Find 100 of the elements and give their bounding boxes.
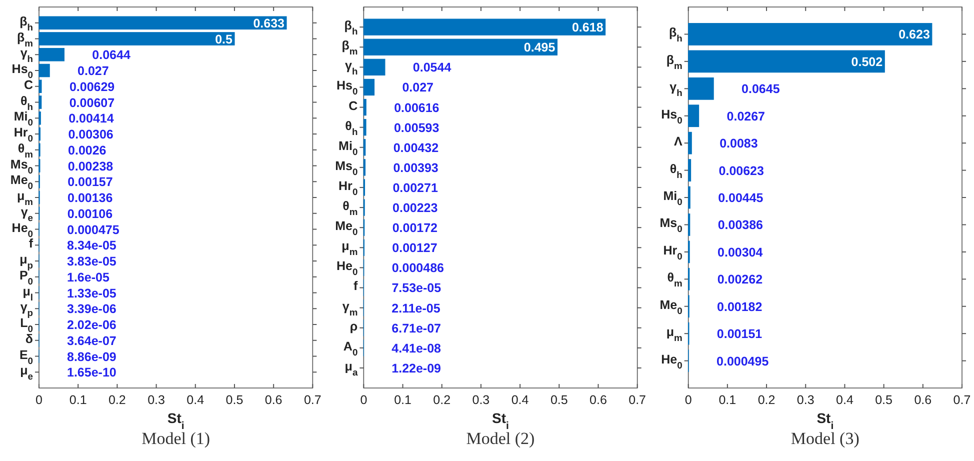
x-tick-label: 0.4 bbox=[836, 393, 854, 407]
data-label: 0.00616 bbox=[394, 100, 440, 115]
y-tick-label: μ$_{a}$ bbox=[344, 359, 358, 378]
data-label: 0.618 bbox=[572, 20, 604, 35]
y-tick-label: Mi$_{0}$ bbox=[663, 189, 682, 207]
bar bbox=[688, 50, 885, 73]
x-tick-label: 0.3 bbox=[472, 393, 490, 407]
x-tick-label: 0.4 bbox=[511, 393, 529, 407]
y-tick-label: μ$_{l}$ bbox=[22, 284, 33, 302]
data-label: 0.00607 bbox=[69, 96, 115, 110]
data-label: 0.00629 bbox=[69, 80, 115, 94]
x-tick-label: 0.6 bbox=[914, 393, 932, 407]
x-tick-label: 0.2 bbox=[108, 393, 126, 407]
data-label: 1.65e-10 bbox=[67, 366, 116, 380]
x-tick-label: 0.4 bbox=[186, 393, 204, 407]
y-tick-label: θ$_{h}$ bbox=[670, 162, 683, 180]
x-tick-label: 0 bbox=[36, 393, 43, 407]
data-label: 0.0083 bbox=[720, 136, 758, 151]
data-label: 3.83e-05 bbox=[67, 254, 116, 268]
data-label: 0.0644 bbox=[92, 48, 130, 62]
y-tick-label: θ$_{h}$ bbox=[20, 94, 34, 112]
x-tick-label: 0.3 bbox=[148, 393, 166, 407]
y-tick-label: β$_{m}$ bbox=[666, 52, 682, 71]
data-label: 0.00238 bbox=[68, 159, 114, 174]
x-tick-label: 0.5 bbox=[550, 393, 568, 407]
data-label: 4.41e-08 bbox=[392, 341, 442, 356]
y-tick-label: Mi$_{0}$ bbox=[338, 138, 358, 157]
y-tick-label: C bbox=[24, 78, 33, 92]
y-tick-label: Hs$_{0}$ bbox=[661, 107, 682, 126]
bar bbox=[688, 77, 714, 100]
y-tick-label: μ$_{m}$ bbox=[17, 189, 33, 207]
y-tick-label: β$_{h}$ bbox=[344, 18, 358, 37]
y-tick-label: β$_{m}$ bbox=[17, 30, 33, 48]
x-tick-label: 0 bbox=[684, 393, 692, 407]
bar bbox=[363, 78, 375, 96]
data-label: 0.00262 bbox=[717, 272, 763, 287]
data-label: 0.00172 bbox=[392, 221, 438, 236]
data-label: 8.86e-09 bbox=[67, 350, 116, 364]
y-tick-label: γ$_{p}$ bbox=[20, 300, 34, 318]
y-tick-label: θ$_{m}$ bbox=[667, 270, 682, 289]
y-tick-label: Me$_{0}$ bbox=[10, 173, 33, 192]
x-tick-label: 0.2 bbox=[758, 393, 776, 407]
y-tick-label: Me$_{0}$ bbox=[335, 219, 358, 238]
y-tick-label: Hr$_{0}$ bbox=[14, 126, 33, 144]
y-tick-label: β$_{h}$ bbox=[668, 26, 683, 44]
data-label: 0.00106 bbox=[67, 206, 113, 221]
data-label: 0.00223 bbox=[392, 201, 438, 216]
bar bbox=[38, 48, 64, 62]
data-label: 0.0544 bbox=[412, 60, 452, 75]
data-label: 0.633 bbox=[253, 16, 285, 30]
data-label: 0.00136 bbox=[68, 191, 113, 205]
bar bbox=[38, 64, 50, 78]
data-label: 0.00271 bbox=[392, 180, 438, 195]
data-label: 0.000475 bbox=[67, 222, 120, 237]
y-tick-label: θ$_{m}$ bbox=[342, 199, 358, 218]
x-tick-label: 0.5 bbox=[875, 393, 893, 407]
x-tick-label: 0.5 bbox=[226, 393, 244, 407]
y-tick-label: Hs$_{0}$ bbox=[12, 62, 33, 80]
data-label: 0.0267 bbox=[726, 109, 766, 124]
x-tick-label: 0.6 bbox=[264, 393, 282, 407]
y-tick-label: A$_{0}$ bbox=[343, 339, 358, 358]
data-label: 0.0026 bbox=[68, 143, 106, 158]
data-label: 0.495 bbox=[524, 40, 556, 55]
y-tick-label: β$_{m}$ bbox=[342, 38, 358, 57]
data-label: 0.00151 bbox=[716, 327, 762, 342]
bar bbox=[363, 18, 606, 36]
bar bbox=[688, 132, 692, 154]
data-label: 0.00304 bbox=[718, 245, 763, 260]
y-tick-label: Ms$_{0}$ bbox=[660, 216, 682, 234]
y-tick-label: γ$_{h}$ bbox=[20, 46, 34, 64]
x-tick-label: 0.6 bbox=[590, 393, 607, 407]
data-label: 1.6e-05 bbox=[67, 270, 110, 284]
x-tick-label: 0.2 bbox=[433, 393, 451, 407]
data-label: 0.00157 bbox=[68, 175, 113, 190]
bar bbox=[688, 23, 932, 46]
text: Model (2) bbox=[466, 429, 535, 448]
bar bbox=[363, 58, 386, 76]
y-tick-label: β$_{h}$ bbox=[20, 14, 34, 32]
x-axis-title: St$_{i}$ bbox=[492, 410, 510, 432]
data-label: 0.5 bbox=[215, 32, 233, 46]
y-tick-label: ρ bbox=[350, 319, 358, 334]
data-label: 0.502 bbox=[851, 54, 883, 69]
x-tick-label: 0 bbox=[360, 393, 368, 407]
bar bbox=[688, 159, 692, 182]
y-tick-label: Me$_{0}$ bbox=[660, 298, 682, 316]
data-label: 0.00393 bbox=[393, 160, 438, 175]
y-tick-label: Ms$_{0}$ bbox=[335, 158, 358, 177]
y-tick-label: γ$_{m}$ bbox=[342, 299, 358, 318]
data-label: 6.71e-07 bbox=[392, 321, 442, 336]
bar bbox=[38, 32, 235, 46]
data-label: 0.00306 bbox=[68, 128, 114, 142]
y-tick-label: He$_{0}$ bbox=[336, 259, 358, 278]
data-label: 0.027 bbox=[402, 80, 434, 95]
bar bbox=[363, 38, 558, 56]
y-tick-label: θ$_{m}$ bbox=[18, 141, 33, 160]
x-tick-label: 0.7 bbox=[953, 393, 971, 407]
x-axis-title: St$_{i}$ bbox=[167, 410, 184, 432]
y-tick-label: Mi$_{0}$ bbox=[14, 110, 33, 128]
y-tick-label: δ bbox=[25, 332, 34, 346]
x-tick-label: 0.7 bbox=[628, 393, 646, 407]
